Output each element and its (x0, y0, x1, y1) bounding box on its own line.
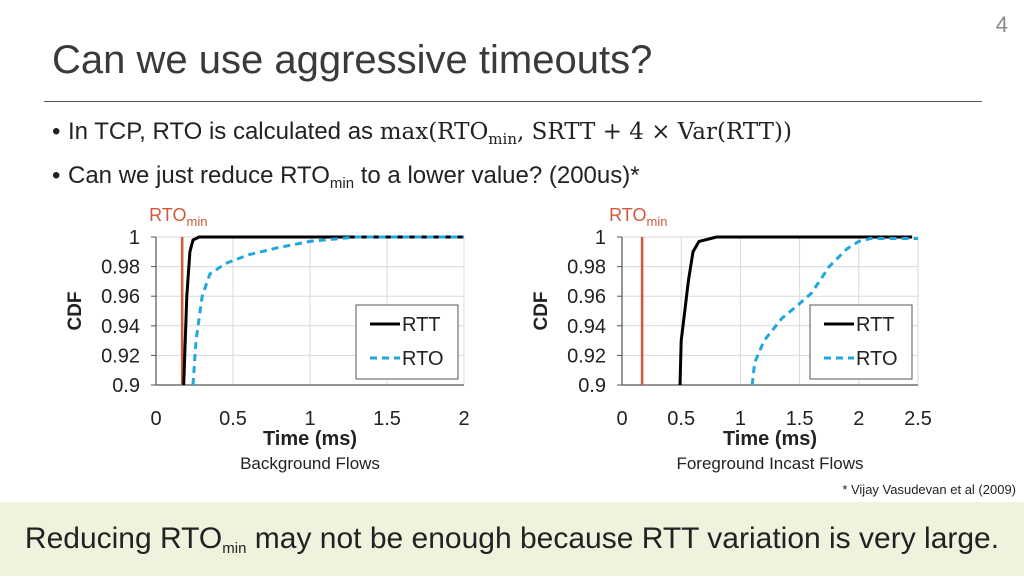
legend-box (809, 304, 913, 380)
legend-label-rtt: RTT (856, 314, 895, 336)
chart-subtitle: Foreground Incast Flows (676, 454, 863, 473)
y-axis-label: CDF (531, 291, 552, 330)
x-axis-label: Time (ms) (723, 428, 817, 450)
title-divider (44, 101, 982, 102)
chart-svg: 0.9 0.92 0.94 0.96 0.98 1 0 0.5 1 1.5 2 2.5 CDF Time … (531, 205, 932, 473)
y-axis-label: CDF (65, 291, 86, 330)
x-tick-label: 1 (304, 408, 315, 430)
y-tick-label: 0.9 (578, 375, 606, 397)
legend-label-rto: RTO (402, 348, 444, 370)
formula-pre: max(RTO (379, 119, 489, 145)
x-tick-label: 0 (616, 408, 627, 430)
page-number: 4 (995, 12, 1008, 37)
bullet-rto-formula: • In TCP, RTO is calculated as max(RTOmin… (52, 118, 792, 148)
legend-box (355, 304, 459, 380)
citation: * Vijay Vasudevan et al (2009) (842, 482, 1016, 497)
x-tick-label: 0 (150, 408, 161, 430)
bullet-reduce-rtomin: • Can we just reduce RTOmin to a lower va… (52, 162, 640, 192)
y-tick-label: 0.98 (567, 257, 606, 279)
x-tick-label: 2 (853, 408, 864, 430)
y-tick-label: 0.92 (567, 345, 606, 367)
y-tick-label: 0.92 (101, 345, 140, 367)
banner-text-sub: min (222, 540, 247, 557)
y-tick-label: 0.96 (101, 286, 140, 308)
y-tick-label: 0.9 (112, 375, 140, 397)
banner-text-pre: Reducing RTO (24, 522, 223, 555)
x-tick-label: 1 (735, 408, 746, 430)
banner-text-post: may not be enough because RTT variation … (246, 522, 1000, 555)
rtomin-label: RTOmin (609, 205, 667, 229)
legend-label-rtt: RTT (402, 314, 441, 336)
bullet-text: In TCP, RTO is calculated as (68, 118, 380, 145)
bullet-text-post: to a lower value? (200us)* (354, 162, 640, 189)
x-tick-label: 0.5 (219, 408, 247, 430)
x-tick-label: 2.5 (904, 408, 932, 430)
series-line-rtt (678, 235, 913, 386)
bullet-dot-icon: • (52, 118, 61, 145)
chart-svg: 0.9 0.92 0.94 0.96 0.98 1 0 0.5 1 1.5 2 CDF Time (ms… (65, 205, 470, 473)
rtomin-label: RTOmin (149, 205, 207, 229)
slide-title: Can we use aggressive timeouts? (52, 38, 653, 82)
y-tick-label: 0.98 (101, 257, 140, 279)
series-line-rto (191, 235, 464, 386)
x-axis-label: Time (ms) (263, 428, 357, 450)
legend-label-rto: RTO (856, 348, 898, 370)
x-tick-label: 1.5 (786, 408, 814, 430)
y-tick-label: 0.94 (101, 316, 140, 338)
formula-post: , SRTT + 4 × Var(RTT)) (516, 119, 792, 145)
bullet-dot-icon: • (52, 162, 61, 189)
y-tick-label: 1 (129, 227, 140, 249)
y-tick-label: 0.94 (567, 316, 606, 338)
y-tick-label: 0.96 (567, 286, 606, 308)
y-tick-label: 1 (595, 227, 606, 249)
series-line-rto (750, 237, 918, 386)
x-tick-label: 2 (458, 408, 469, 430)
conclusion-banner: Reducing RTOmin may not be enough becaus… (0, 502, 1024, 576)
rto-formula: max(RTOmin, SRTT + 4 × Var(RTT)) (379, 119, 792, 148)
x-tick-label: 0.5 (667, 408, 695, 430)
bullet-text-sub: min (329, 175, 355, 192)
formula-sub: min (488, 130, 517, 148)
series-line-rtt (182, 235, 464, 386)
x-tick-label: 1.5 (373, 408, 401, 430)
chart-foreground-incast-flows: 0.9 0.92 0.94 0.96 0.98 1 0 0.5 1 1.5 2 2.5 CDF Time … (506, 200, 986, 480)
bullet-text-pre: Can we just reduce RTO (68, 162, 330, 189)
chart-background-flows: 0.9 0.92 0.94 0.96 0.98 1 0 0.5 1 1.5 2 CDF Time (ms… (50, 200, 530, 480)
chart-subtitle: Background Flows (240, 454, 380, 473)
